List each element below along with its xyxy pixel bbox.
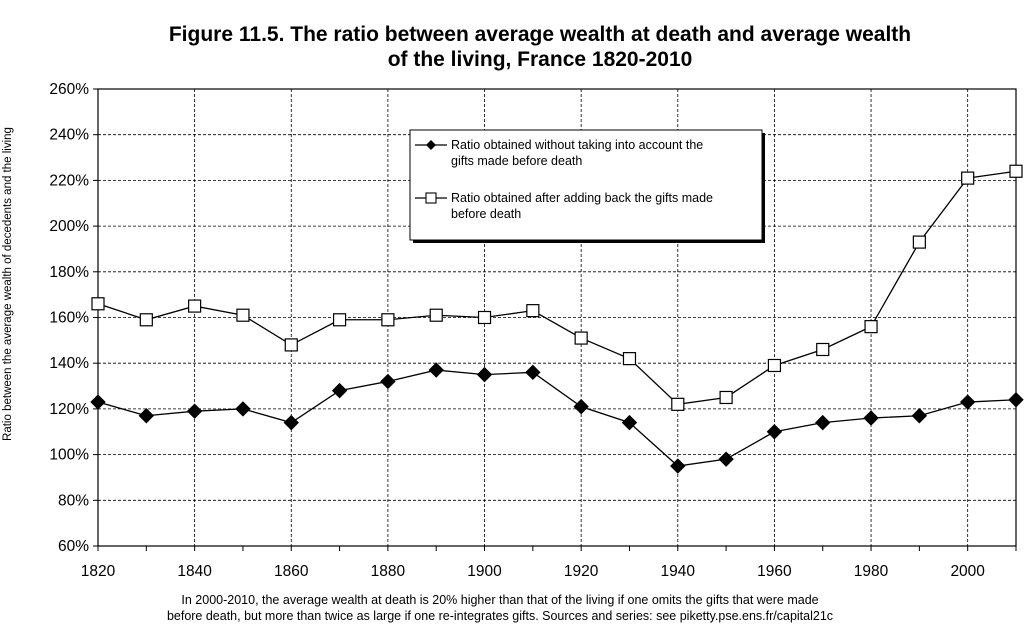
- data-point-diamond: [283, 414, 299, 431]
- data-point-square: [188, 299, 202, 313]
- x-tick-label: 1980: [854, 563, 889, 580]
- y-tick-label: 100%: [49, 447, 89, 464]
- data-point-square: [332, 313, 347, 327]
- y-tick-label: 220%: [49, 172, 89, 189]
- legend-label-1-line-1: Ratio obtained without taking into accou…: [451, 138, 703, 152]
- legend-label-2-line-1: Ratio obtained after adding back the gif…: [451, 191, 713, 205]
- y-tick-label: 160%: [49, 310, 89, 327]
- data-point-diamond: [863, 410, 879, 426]
- data-point-diamond: [1008, 392, 1024, 408]
- data-point-diamond: [186, 403, 203, 419]
- x-tick-label: 2000: [950, 563, 985, 580]
- data-point-square: [622, 352, 637, 366]
- data-point-diamond: [525, 364, 541, 381]
- series-line-2: [97, 170, 1017, 406]
- legend-marker-diamond: [426, 140, 436, 150]
- data-point-square: [139, 313, 153, 327]
- chart-title-line-2: of the living, France 1820-2010: [387, 48, 693, 71]
- data-point-square: [671, 397, 685, 411]
- data-point-square: [236, 308, 250, 322]
- data-point-diamond: [959, 394, 976, 410]
- data-point-square: [767, 358, 782, 373]
- data-point-square: [526, 304, 540, 318]
- data-point-diamond: [380, 373, 396, 390]
- legend-marker-square: [425, 192, 437, 204]
- data-point-square: [381, 313, 395, 327]
- data-point-diamond: [815, 414, 831, 431]
- data-point-diamond: [235, 401, 251, 417]
- data-point-diamond: [476, 366, 493, 383]
- y-tick-label: 140%: [49, 355, 89, 372]
- legend-label-2-line-2: before death: [451, 207, 521, 221]
- x-tick-label: 1880: [371, 563, 406, 580]
- data-point-square: [91, 297, 105, 311]
- data-point-square: [961, 171, 975, 185]
- data-point-diamond: [621, 414, 638, 431]
- y-tick-label: 120%: [49, 401, 89, 418]
- footnote: In 2000-2010, the average wealth at deat…: [80, 592, 920, 624]
- data-point-diamond: [718, 451, 734, 467]
- footnote-line-1: In 2000-2010, the average wealth at deat…: [181, 593, 819, 607]
- x-tick-label: 1920: [564, 563, 599, 580]
- data-point-diamond: [911, 408, 928, 424]
- x-tick-label: 1860: [274, 563, 309, 580]
- y-tick-label: 200%: [49, 218, 89, 235]
- y-tick-label: 180%: [49, 264, 89, 281]
- footnote-line-2: before death, but more than twice as lar…: [166, 609, 834, 623]
- legend-label-1-line-2: gifts made before death: [451, 154, 582, 168]
- data-point-diamond: [573, 398, 589, 415]
- y-tick-label: 260%: [49, 81, 89, 98]
- data-point-square: [477, 310, 492, 325]
- chart-title: Figure 11.5. The ratio between average w…: [0, 22, 1024, 72]
- data-point-diamond: [90, 394, 106, 410]
- data-point-square: [284, 338, 298, 352]
- data-point-square: [816, 342, 830, 357]
- legend-box: [409, 129, 763, 241]
- series-line-1: [97, 369, 1017, 467]
- data-point-diamond: [670, 458, 686, 474]
- data-point-square: [912, 235, 926, 249]
- y-tick-label: 240%: [49, 127, 89, 144]
- data-point-diamond: [428, 362, 444, 378]
- data-point-diamond: [138, 408, 155, 424]
- x-tick-label: 1940: [661, 563, 696, 580]
- y-tick-label: 80%: [58, 492, 89, 509]
- data-point-diamond: [766, 424, 783, 440]
- x-tick-label: 1820: [81, 563, 116, 580]
- x-tick-label: 1840: [177, 563, 212, 580]
- data-point-square: [429, 308, 443, 322]
- data-point-diamond: [331, 382, 348, 399]
- x-tick-label: 1900: [467, 563, 502, 580]
- data-point-square: [719, 390, 733, 405]
- y-tick-label: 60%: [58, 538, 89, 555]
- data-point-square: [574, 331, 588, 345]
- data-point-square: [864, 320, 878, 334]
- data-point-square: [1009, 164, 1023, 178]
- chart-title-line-1: Figure 11.5. The ratio between average w…: [168, 23, 912, 46]
- x-tick-label: 1960: [757, 563, 792, 580]
